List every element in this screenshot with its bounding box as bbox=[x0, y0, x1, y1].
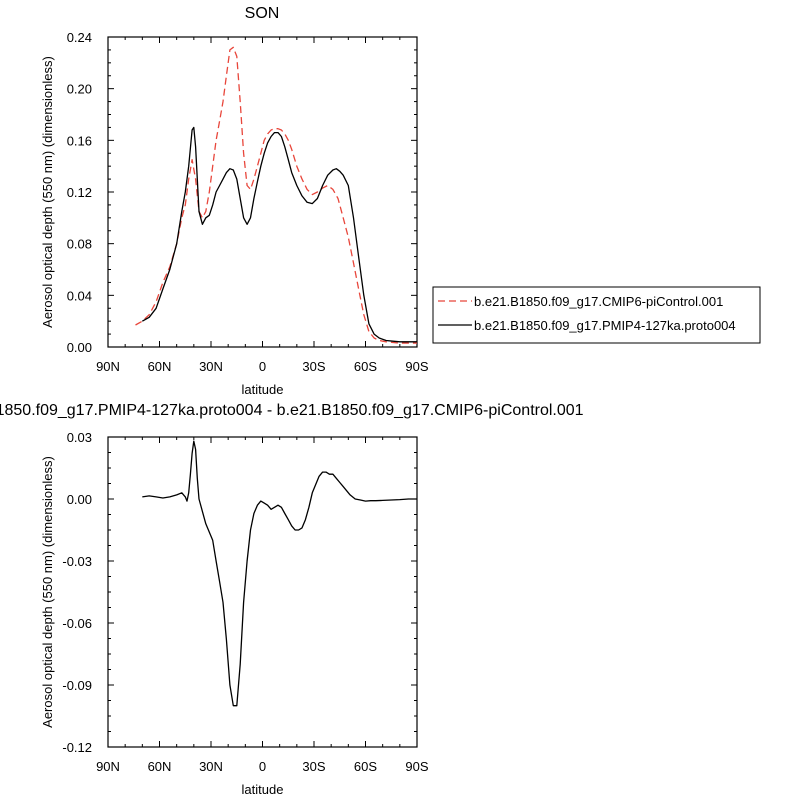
top-x-tick-label: 60S bbox=[354, 359, 377, 374]
top-y-tick-label: 0.04 bbox=[67, 288, 92, 303]
top-y-tick-label: 0.16 bbox=[67, 133, 92, 148]
legend-entry-1: b.e21.B1850.f09_g17.PMIP4-127ka.proto004 bbox=[474, 318, 736, 333]
top-y-tick-label: 0.00 bbox=[67, 340, 92, 355]
bottom-y-tick-label: 0.03 bbox=[67, 430, 92, 445]
bottom-x-tick-label: 60S bbox=[354, 759, 377, 774]
top-x-axis-label: latitude bbox=[242, 382, 284, 397]
bottom-plot-frame bbox=[107, 436, 418, 748]
bottom-x-tick-label: 30S bbox=[302, 759, 325, 774]
top-x-tick-label: 90S bbox=[405, 359, 428, 374]
bottom-x-tick-label: 30N bbox=[199, 759, 223, 774]
top-x-tick-label: 30S bbox=[302, 359, 325, 374]
top-series-line-1 bbox=[141, 126, 417, 343]
top-y-axis-label: Aerosol optical depth (550 nm) (dimensio… bbox=[40, 56, 55, 328]
top-panel-title: SON bbox=[245, 5, 280, 22]
bottom-x-axis-label: latitude bbox=[242, 782, 284, 797]
top-x-tick-label: 90N bbox=[96, 359, 120, 374]
legend-box bbox=[432, 286, 761, 344]
top-y-tick-label: 0.12 bbox=[67, 185, 92, 200]
bottom-series-line-0 bbox=[142, 440, 417, 707]
bottom-y-tick-label: 0.00 bbox=[67, 492, 92, 507]
legend: b.e21.B1850.f09_g17.CMIP6-piControl.001b… bbox=[432, 286, 761, 344]
bottom-y-tick-label: -0.06 bbox=[62, 616, 92, 631]
legend-entry-0: b.e21.B1850.f09_g17.CMIP6-piControl.001 bbox=[474, 294, 723, 309]
bottom-x-tick-label: 90N bbox=[96, 759, 120, 774]
top-series-line-0 bbox=[135, 46, 417, 344]
bottom-y-tick-label: -0.12 bbox=[62, 740, 92, 755]
top-y-tick-label: 0.24 bbox=[67, 30, 92, 45]
top-x-tick-label: 0 bbox=[259, 359, 266, 374]
top-x-tick-label: 60N bbox=[148, 359, 172, 374]
bottom-x-tick-label: 90S bbox=[405, 759, 428, 774]
top-y-tick-label: 0.08 bbox=[67, 237, 92, 252]
bottom-panel-title: b.e21.B1850.f09_g17.PMIP4-127ka.proto004… bbox=[0, 402, 584, 419]
top-plot-frame bbox=[107, 36, 418, 348]
bottom-y-tick-label: -0.03 bbox=[62, 554, 92, 569]
top-panel: SON 90N 60N 30N 0 30S 60S 90S 0.00 0.04 0.08 0.12 0… bbox=[40, 5, 761, 397]
top-y-tick-label: 0.20 bbox=[67, 82, 92, 97]
bottom-y-axis-label: Aerosol optical depth (550 nm) (dimensio… bbox=[40, 456, 55, 728]
bottom-x-tick-label: 60N bbox=[148, 759, 172, 774]
bottom-y-tick-label: -0.09 bbox=[62, 678, 92, 693]
bottom-panel: b.e21.B1850.f09_g17.PMIP4-127ka.proto004… bbox=[0, 402, 584, 797]
bottom-x-tick-label: 0 bbox=[259, 759, 266, 774]
top-x-tick-label: 30N bbox=[199, 359, 223, 374]
